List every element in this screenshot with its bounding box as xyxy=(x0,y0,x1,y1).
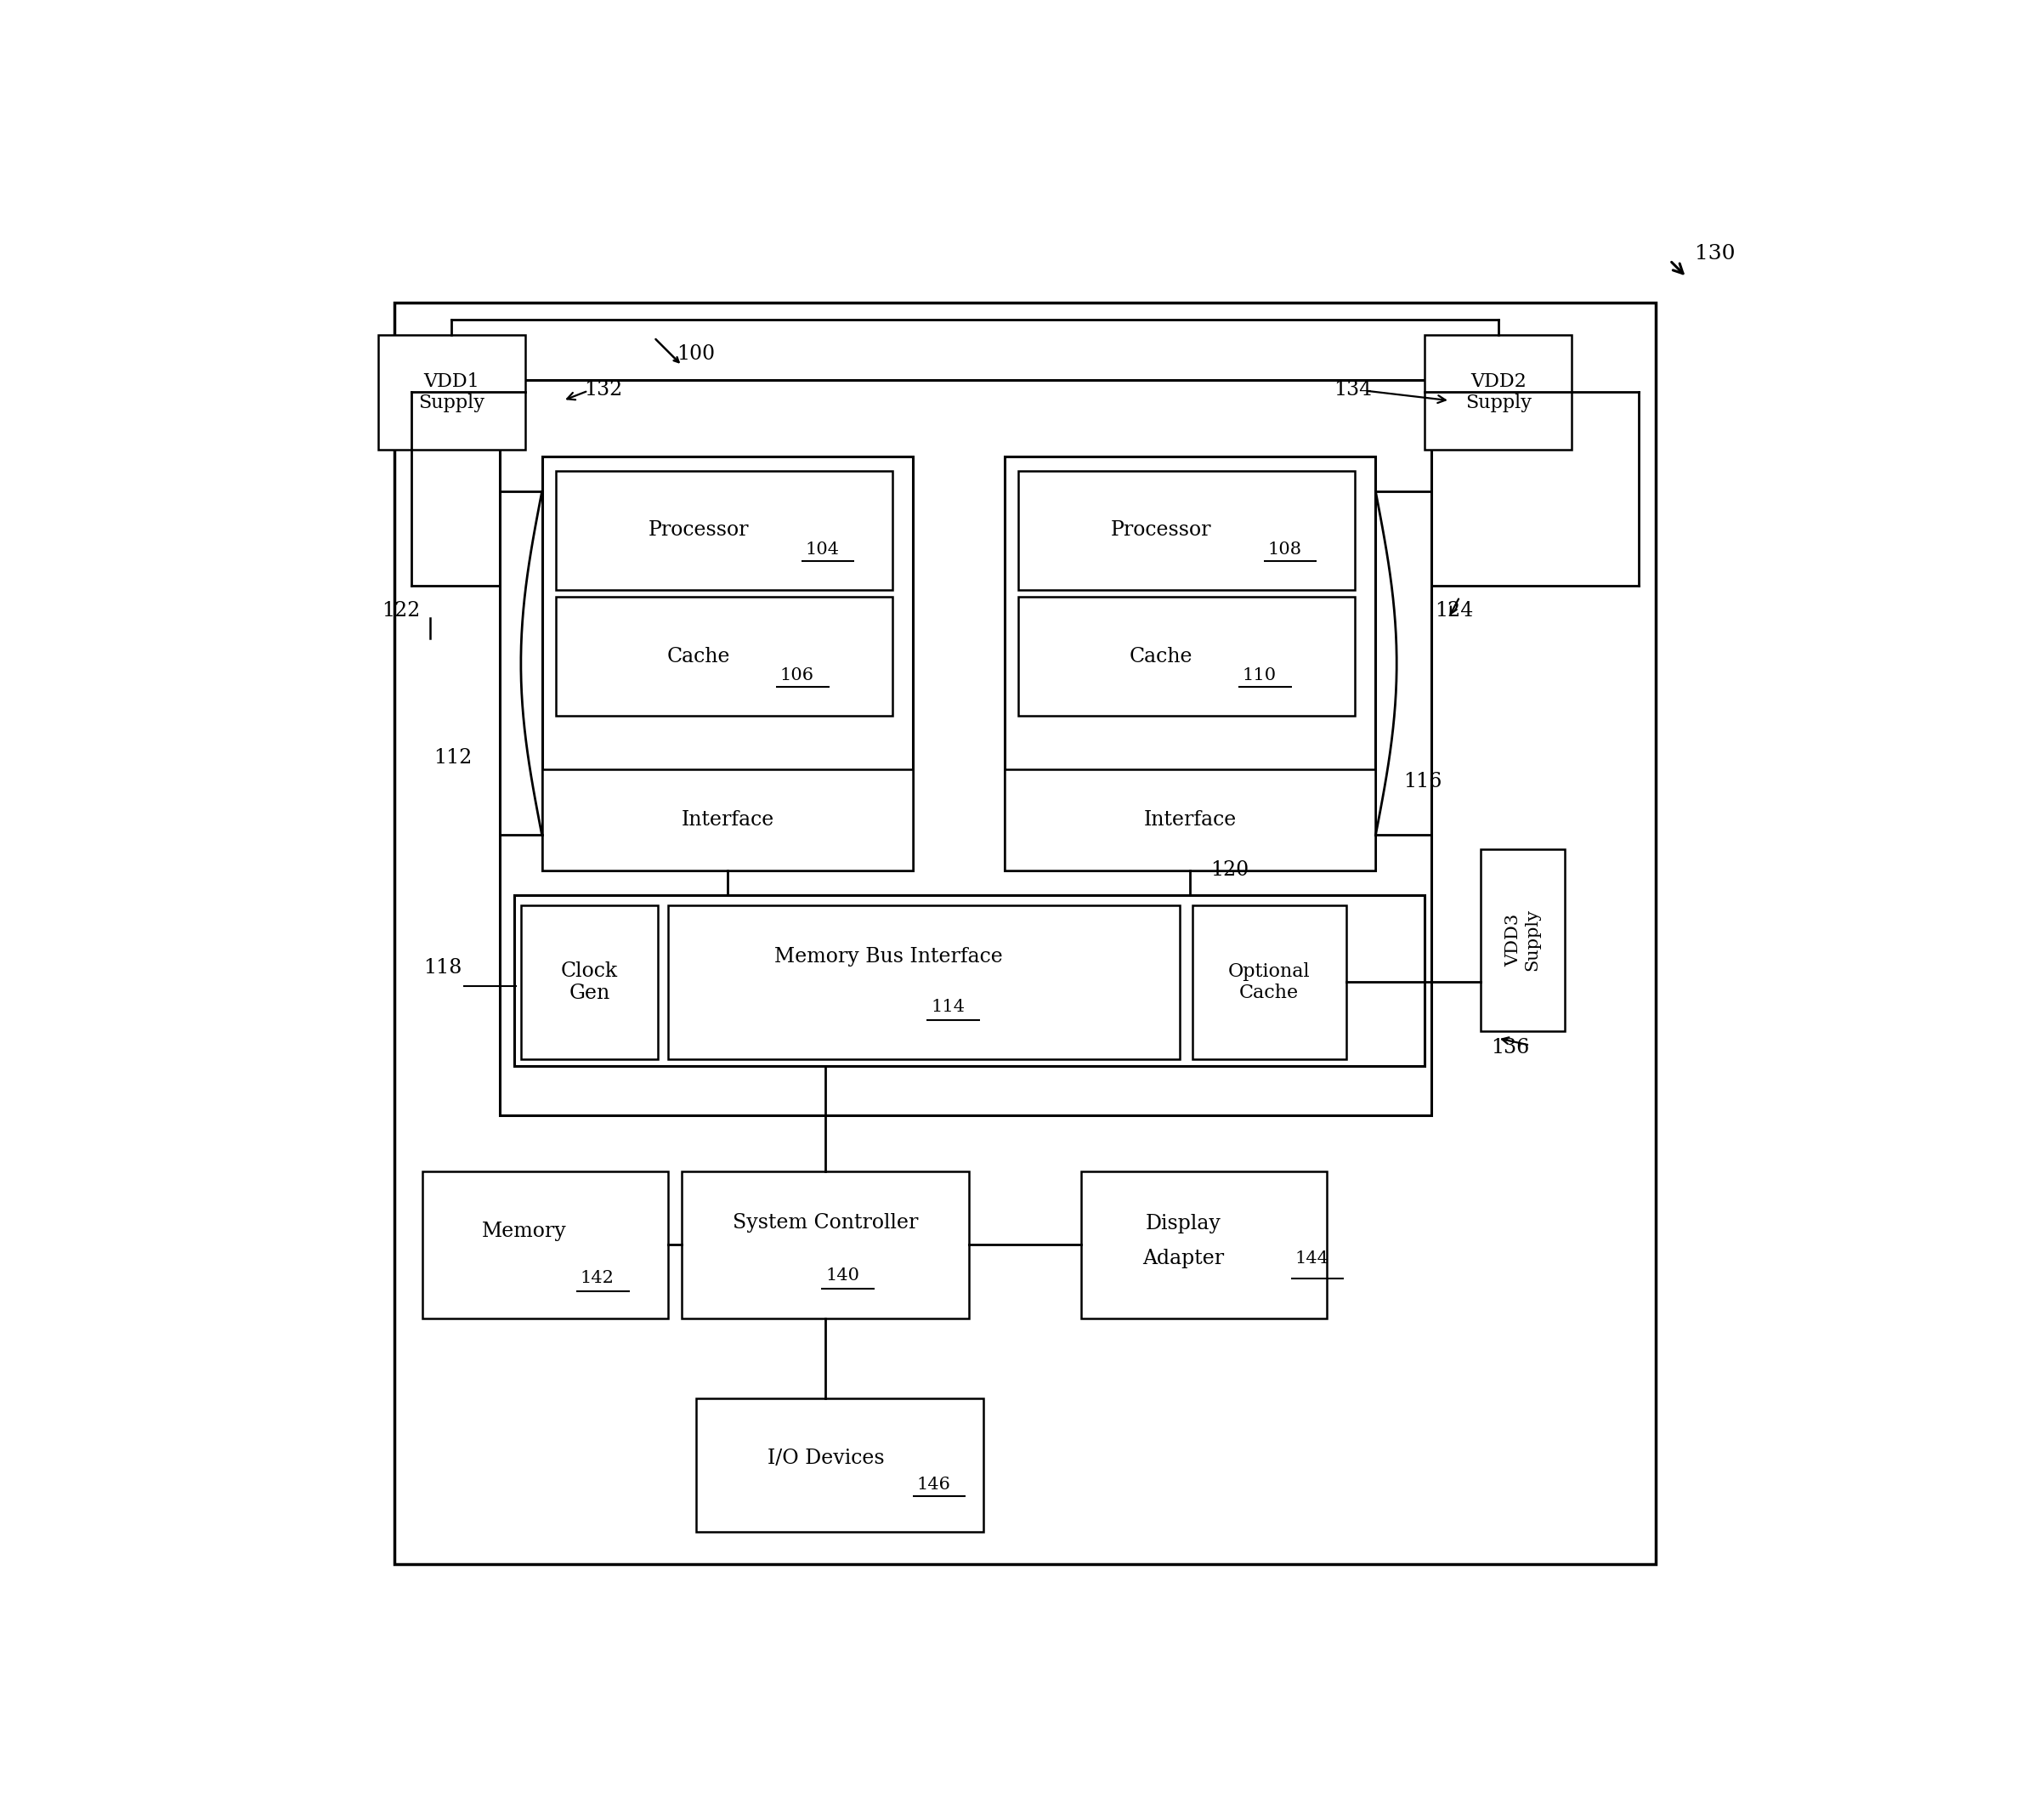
Bar xyxy=(1480,848,1566,1032)
Text: System Controller: System Controller xyxy=(732,1212,919,1232)
Bar xyxy=(696,1398,984,1531)
Text: I/O Devices: I/O Devices xyxy=(767,1449,884,1467)
Bar xyxy=(541,770,913,870)
Bar xyxy=(499,380,1432,1116)
Text: 142: 142 xyxy=(580,1270,614,1287)
Bar xyxy=(556,471,892,590)
Text: Memory Bus Interface: Memory Bus Interface xyxy=(775,946,1004,966)
Text: Interface: Interface xyxy=(1144,810,1237,830)
Bar xyxy=(1004,457,1375,870)
Text: Cache: Cache xyxy=(667,646,730,666)
Text: Processor: Processor xyxy=(1111,521,1211,541)
Text: 136: 136 xyxy=(1491,1037,1529,1057)
Text: VDD1
Supply: VDD1 Supply xyxy=(418,371,485,413)
Text: 124: 124 xyxy=(1434,601,1472,621)
Bar xyxy=(1004,770,1375,870)
Text: Clock
Gen: Clock Gen xyxy=(562,961,619,1003)
Text: 118: 118 xyxy=(424,959,462,977)
Text: 146: 146 xyxy=(917,1476,951,1492)
Bar xyxy=(1018,597,1355,715)
Text: Optional
Cache: Optional Cache xyxy=(1229,963,1310,1003)
Text: 132: 132 xyxy=(584,380,623,399)
Text: 144: 144 xyxy=(1296,1250,1328,1267)
Text: 140: 140 xyxy=(825,1267,860,1283)
Bar xyxy=(1018,471,1355,590)
Bar xyxy=(667,905,1180,1059)
Text: VDD3
Supply: VDD3 Supply xyxy=(1505,908,1539,972)
Bar xyxy=(1192,905,1347,1059)
Text: 114: 114 xyxy=(931,999,965,1016)
Text: Display: Display xyxy=(1146,1214,1221,1234)
Text: 120: 120 xyxy=(1211,861,1249,879)
Text: 100: 100 xyxy=(677,344,716,364)
Bar xyxy=(1426,335,1572,450)
Text: 130: 130 xyxy=(1695,244,1736,264)
Text: Cache: Cache xyxy=(1130,646,1192,666)
Bar xyxy=(681,1172,969,1318)
Text: Interface: Interface xyxy=(681,810,775,830)
Text: 110: 110 xyxy=(1243,668,1278,684)
Text: Adapter: Adapter xyxy=(1142,1249,1223,1269)
Text: 106: 106 xyxy=(781,668,813,684)
Text: 108: 108 xyxy=(1268,541,1302,557)
Bar xyxy=(513,895,1426,1067)
Text: 122: 122 xyxy=(381,601,420,621)
Bar xyxy=(377,335,525,450)
Text: 104: 104 xyxy=(805,541,840,557)
Text: Memory: Memory xyxy=(483,1221,566,1241)
Text: 134: 134 xyxy=(1334,380,1373,399)
Text: 116: 116 xyxy=(1403,772,1442,792)
Bar xyxy=(541,457,913,870)
Bar xyxy=(422,1172,667,1318)
Bar xyxy=(521,905,659,1059)
Bar xyxy=(1081,1172,1326,1318)
Text: 112: 112 xyxy=(434,748,473,768)
Bar xyxy=(556,597,892,715)
Text: Processor: Processor xyxy=(649,521,748,541)
Text: VDD2
Supply: VDD2 Supply xyxy=(1464,371,1531,413)
